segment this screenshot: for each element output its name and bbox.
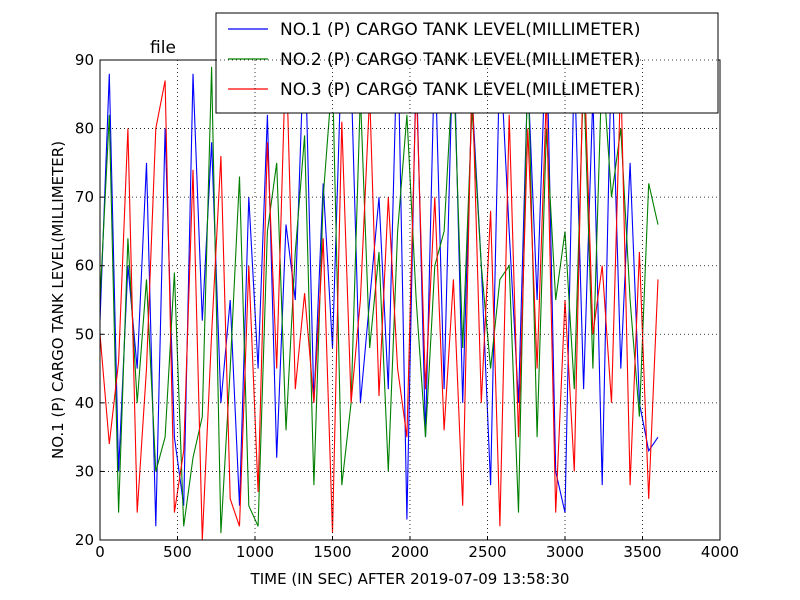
legend-label: NO.1 (P) CARGO TANK LEVEL(MILLIMETER) <box>280 20 641 40</box>
legend: NO.1 (P) CARGO TANK LEVEL(MILLIMETER) NO.… <box>215 12 719 114</box>
y-axis-label: NO.1 (P) CARGO TANK LEVEL(MILLIMETER) <box>49 141 67 459</box>
y-tick-label: 80 <box>75 120 94 138</box>
x-tick-label: 4000 <box>701 543 739 561</box>
y-tick-label: 30 <box>75 462 94 480</box>
y-tick-label: 60 <box>75 257 94 275</box>
y-tick-label: 20 <box>75 531 94 549</box>
y-tick-label: 50 <box>75 325 94 343</box>
y-tick-label: 70 <box>75 188 94 206</box>
x-tick-label: 2500 <box>468 543 506 561</box>
x-tick-label: 0 <box>95 543 105 561</box>
y-tick-label: 40 <box>75 394 94 412</box>
chart-title: file <box>150 38 176 58</box>
series-line <box>100 60 659 540</box>
legend-label: NO.3 (P) CARGO TANK LEVEL(MILLIMETER) <box>280 80 641 100</box>
legend-box <box>215 12 719 114</box>
x-tick-label: 2000 <box>391 543 429 561</box>
x-tick-label: 3500 <box>623 543 661 561</box>
x-axis-label: TIME (IN SEC) AFTER 2019-07-09 13:58:30 <box>250 570 570 588</box>
x-tick-label: 1500 <box>313 543 351 561</box>
x-tick-label: 500 <box>163 543 192 561</box>
x-tick-label: 1000 <box>236 543 274 561</box>
x-tick-label: 3000 <box>546 543 584 561</box>
series-line <box>100 60 659 534</box>
y-tick-label: 90 <box>75 51 94 69</box>
